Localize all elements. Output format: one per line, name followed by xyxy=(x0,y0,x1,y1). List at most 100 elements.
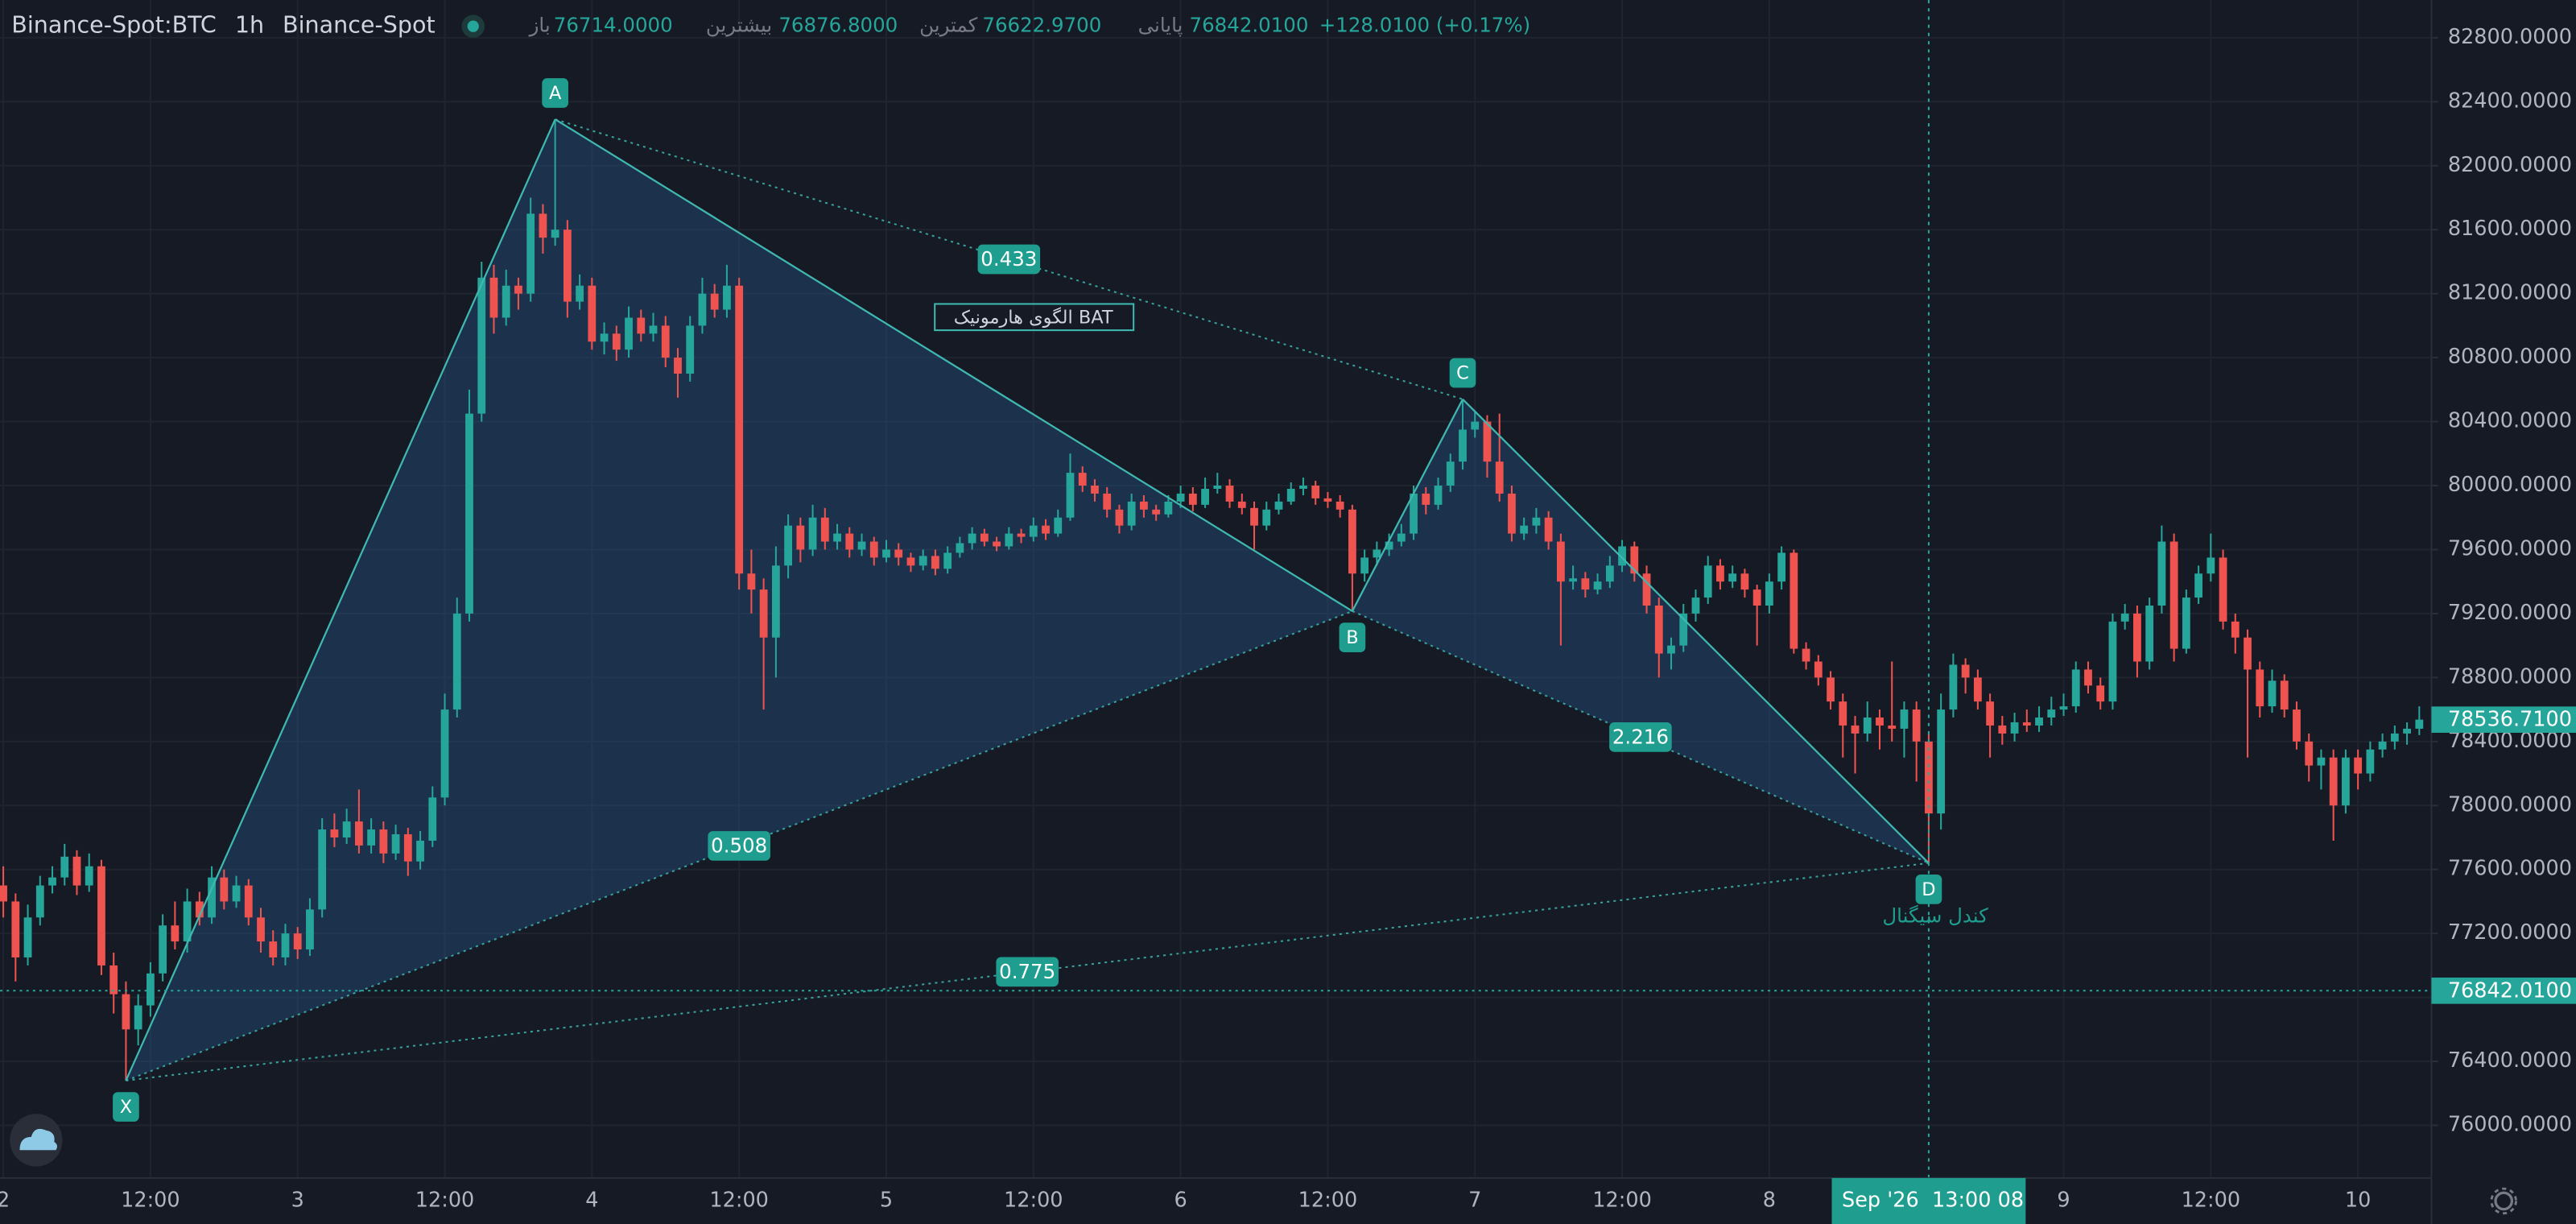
candle-body xyxy=(759,589,768,638)
candle-body xyxy=(318,829,327,910)
candle-body xyxy=(612,333,621,350)
y-tick-label: 78000.0000 xyxy=(2448,792,2572,817)
candle-body xyxy=(2108,621,2117,702)
candle-body xyxy=(1716,565,1724,582)
ohlc-value: 76876.8000 xyxy=(778,14,898,37)
settings-button[interactable] xyxy=(2490,1187,2517,1215)
candle-body xyxy=(1667,645,1675,654)
point-label: X xyxy=(120,1097,132,1118)
candle-body xyxy=(931,556,939,569)
candle-body xyxy=(1569,578,1578,582)
candle-body xyxy=(674,358,682,374)
candle-body xyxy=(980,533,989,542)
candle-body xyxy=(1286,488,1295,502)
candle-body xyxy=(1348,509,1356,574)
candle-body xyxy=(1949,664,1958,710)
y-tick-label: 79200.0000 xyxy=(2448,601,2572,625)
point-box xyxy=(1449,358,1476,388)
candle-body xyxy=(1397,533,1406,542)
candle-body xyxy=(1532,517,1541,526)
candle-body xyxy=(269,941,278,957)
candle-body xyxy=(1103,493,1112,510)
candle-body xyxy=(2169,541,2178,649)
candle-body xyxy=(820,517,829,542)
candle-body xyxy=(771,565,780,638)
ohlc-label: باز xyxy=(528,14,551,37)
y-tick-label: 77600.0000 xyxy=(2448,857,2572,881)
ohlc-value: 76842.0100 xyxy=(1190,14,1309,37)
gear-icon[interactable] xyxy=(2494,1191,2514,1211)
candle-body xyxy=(1925,741,1933,814)
candle-body xyxy=(465,413,473,614)
point-label: D xyxy=(1922,879,1935,900)
pattern-name-box xyxy=(934,303,1135,332)
candle-body xyxy=(2378,741,2387,750)
candle-body xyxy=(1410,493,1418,534)
candle-body xyxy=(563,229,572,302)
candle-body xyxy=(2329,757,2338,806)
candle-body xyxy=(2145,605,2154,662)
candle-body xyxy=(882,549,890,558)
candle-body xyxy=(1459,429,1467,462)
candle-body xyxy=(171,925,180,942)
pattern-triangle xyxy=(1352,399,1929,863)
candle-body xyxy=(1385,541,1393,550)
candle-body xyxy=(1839,701,1847,726)
candle-body xyxy=(330,829,339,837)
candle-body xyxy=(1642,573,1651,606)
candle-body xyxy=(60,856,69,878)
candle-body xyxy=(1973,677,1982,702)
candle-body xyxy=(2268,680,2277,707)
candle-body xyxy=(2120,613,2129,622)
ohlc-value: 76714.0000 xyxy=(554,14,673,37)
crosshair-tag xyxy=(1831,1177,2026,1224)
pattern-leg xyxy=(1462,398,1930,864)
y-tick-label: 77200.0000 xyxy=(2448,920,2572,945)
candle-body xyxy=(1360,557,1369,574)
candle-body xyxy=(1986,701,1995,726)
candle-body xyxy=(539,213,547,238)
candle-body xyxy=(1863,717,1872,734)
price-tag-label: 78536.7100 xyxy=(2448,708,2572,732)
candle-body xyxy=(1728,573,1737,582)
point-label: C xyxy=(1456,363,1469,384)
change: +128.0100 (+0.17%) xyxy=(1319,14,1530,37)
candle-body xyxy=(2157,541,2166,606)
candle-body xyxy=(1912,709,1921,742)
symbol[interactable]: Binance-Spot:BTC xyxy=(11,11,217,39)
candle-body xyxy=(2403,728,2411,734)
annotations: 0.433 0.508 2.216 0.775 X A B C D الگوی هارمونیک … xyxy=(113,78,1988,1122)
candle-body xyxy=(833,533,841,542)
logo-icon[interactable] xyxy=(19,1128,58,1151)
y-tick-label: 82400.0000 xyxy=(2448,89,2572,113)
interval[interactable]: 1h xyxy=(235,11,264,39)
gear-teeth[interactable] xyxy=(2490,1187,2517,1215)
x-tick-label: 7 xyxy=(1468,1188,1481,1212)
candle-body xyxy=(1311,486,1320,498)
candle-body xyxy=(440,709,449,798)
candle-body xyxy=(489,277,498,318)
candle-body xyxy=(1471,421,1480,430)
candle-body xyxy=(342,821,351,837)
candle-body xyxy=(232,885,241,902)
candle-body xyxy=(1998,725,2007,734)
candle-body xyxy=(391,834,400,854)
point-label: B xyxy=(1346,627,1358,648)
candle-body xyxy=(195,901,204,918)
ratio-label: 0.433 xyxy=(980,247,1037,271)
logo-button[interactable] xyxy=(10,1114,63,1167)
candle-body xyxy=(1152,509,1161,515)
candle-body xyxy=(1262,509,1271,526)
candle-body xyxy=(808,517,817,550)
candle-body xyxy=(48,877,56,886)
x-tick-label: 12:00 xyxy=(121,1188,180,1212)
candle-body xyxy=(1188,493,1197,505)
candle-body xyxy=(1446,461,1455,486)
price-tag xyxy=(2431,977,2576,1004)
ratio-label: 0.508 xyxy=(711,833,767,857)
x-tick-label: 9 xyxy=(2057,1188,2070,1212)
x-tick-label: 5 xyxy=(880,1188,893,1212)
pattern-leg xyxy=(125,118,556,1081)
candle-body xyxy=(1213,486,1222,489)
candle-body xyxy=(1777,552,1786,582)
